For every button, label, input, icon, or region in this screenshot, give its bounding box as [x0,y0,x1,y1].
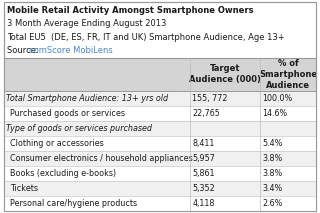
Text: % of
Smartphone
Audience: % of Smartphone Audience [259,59,317,90]
Text: 3.8%: 3.8% [262,169,283,178]
Bar [4,136,316,151]
Text: 5,352: 5,352 [192,184,215,193]
Text: 155, 772: 155, 772 [192,94,228,103]
Text: 8,411: 8,411 [192,139,215,148]
Bar [4,121,316,136]
Text: 100.0%: 100.0% [262,94,293,103]
Text: 14.6%: 14.6% [262,109,288,118]
Text: Clothing or accessories: Clothing or accessories [10,139,103,148]
Text: 3.4%: 3.4% [262,184,283,193]
Text: Total Smartphone Audience: 13+ yrs old: Total Smartphone Audience: 13+ yrs old [6,94,169,103]
Text: Tickets: Tickets [10,184,38,193]
Text: Purchased goods or services: Purchased goods or services [10,109,124,118]
Text: 22,765: 22,765 [192,109,220,118]
Text: 3 Month Average Ending August 2013: 3 Month Average Ending August 2013 [7,19,166,28]
Bar [4,151,316,166]
Text: Source:: Source: [7,46,41,55]
Bar [4,181,316,196]
Text: Type of goods or services purchased: Type of goods or services purchased [6,124,152,133]
Text: 5.4%: 5.4% [262,139,283,148]
Bar [4,58,316,91]
Bar [4,91,316,106]
Text: 3.8%: 3.8% [262,154,283,163]
Text: 5,957: 5,957 [192,154,215,163]
Text: Mobile Retail Activity Amongst Smartphone Owners: Mobile Retail Activity Amongst Smartphon… [7,6,253,15]
Bar [4,106,316,121]
Bar [4,166,316,181]
Text: Consumer electronics / household appliances: Consumer electronics / household applian… [10,154,192,163]
Text: Total EU5  (DE, ES, FR, IT and UK) Smartphone Audience, Age 13+: Total EU5 (DE, ES, FR, IT and UK) Smartp… [7,33,285,42]
Text: comScore MobiLens: comScore MobiLens [29,46,113,55]
Text: Target
Audience (000): Target Audience (000) [189,64,261,84]
Bar [4,196,316,211]
Text: 4,118: 4,118 [192,199,215,208]
Text: Books (excluding e-books): Books (excluding e-books) [10,169,116,178]
Text: 5,861: 5,861 [192,169,215,178]
Text: 2.6%: 2.6% [262,199,283,208]
Text: Personal care/hygiene products: Personal care/hygiene products [10,199,137,208]
